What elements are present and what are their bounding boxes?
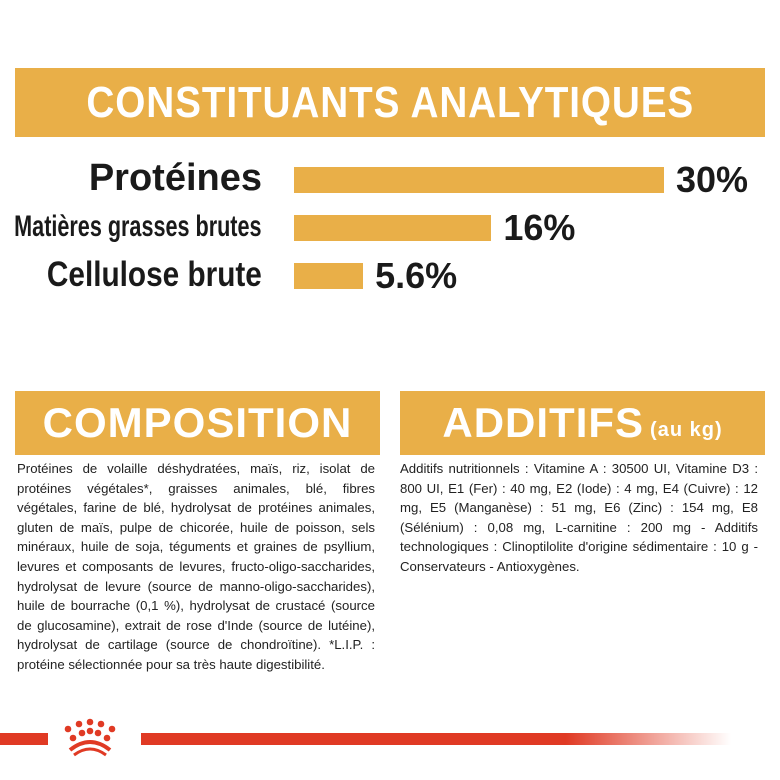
- additifs-text: Additifs nutritionnels : Vitamine A : 30…: [400, 461, 758, 574]
- bar-label: Protéines: [89, 157, 262, 200]
- bar-value-label: 5.6%: [375, 255, 458, 296]
- bar-label: Cellulose brute: [9, 255, 262, 295]
- composition-text: Protéines de volaille déshydratées, maïs…: [17, 461, 375, 672]
- brand-line-right: [141, 733, 731, 745]
- bar-label: Matières grasses brutes: [0, 210, 262, 244]
- bar: [294, 215, 492, 241]
- bar-label-text: Matières grasses brutes: [14, 210, 262, 243]
- additifs-subtitle: (au kg): [650, 418, 723, 441]
- page-title: CONSTITUANTS ANALYTIQUES: [86, 77, 694, 127]
- bar-label-text: Cellulose brute: [47, 255, 262, 294]
- composition-banner: COMPOSITION: [15, 391, 380, 455]
- brand-line-left: [0, 733, 48, 745]
- bar-value-label: 30%: [676, 159, 749, 200]
- bar-value-label: 16%: [503, 207, 576, 248]
- bar-label-text: Protéines: [88, 157, 262, 200]
- composition-title: COMPOSITION: [42, 399, 353, 446]
- additifs-title: ADDITIFS: [442, 399, 645, 446]
- bar: [294, 263, 364, 289]
- additifs-banner: ADDITIFS (au kg): [400, 391, 765, 455]
- bar: [294, 167, 664, 193]
- title-banner: CONSTITUANTS ANALYTIQUES: [15, 68, 765, 137]
- royal-canin-crown-icon: [64, 718, 116, 757]
